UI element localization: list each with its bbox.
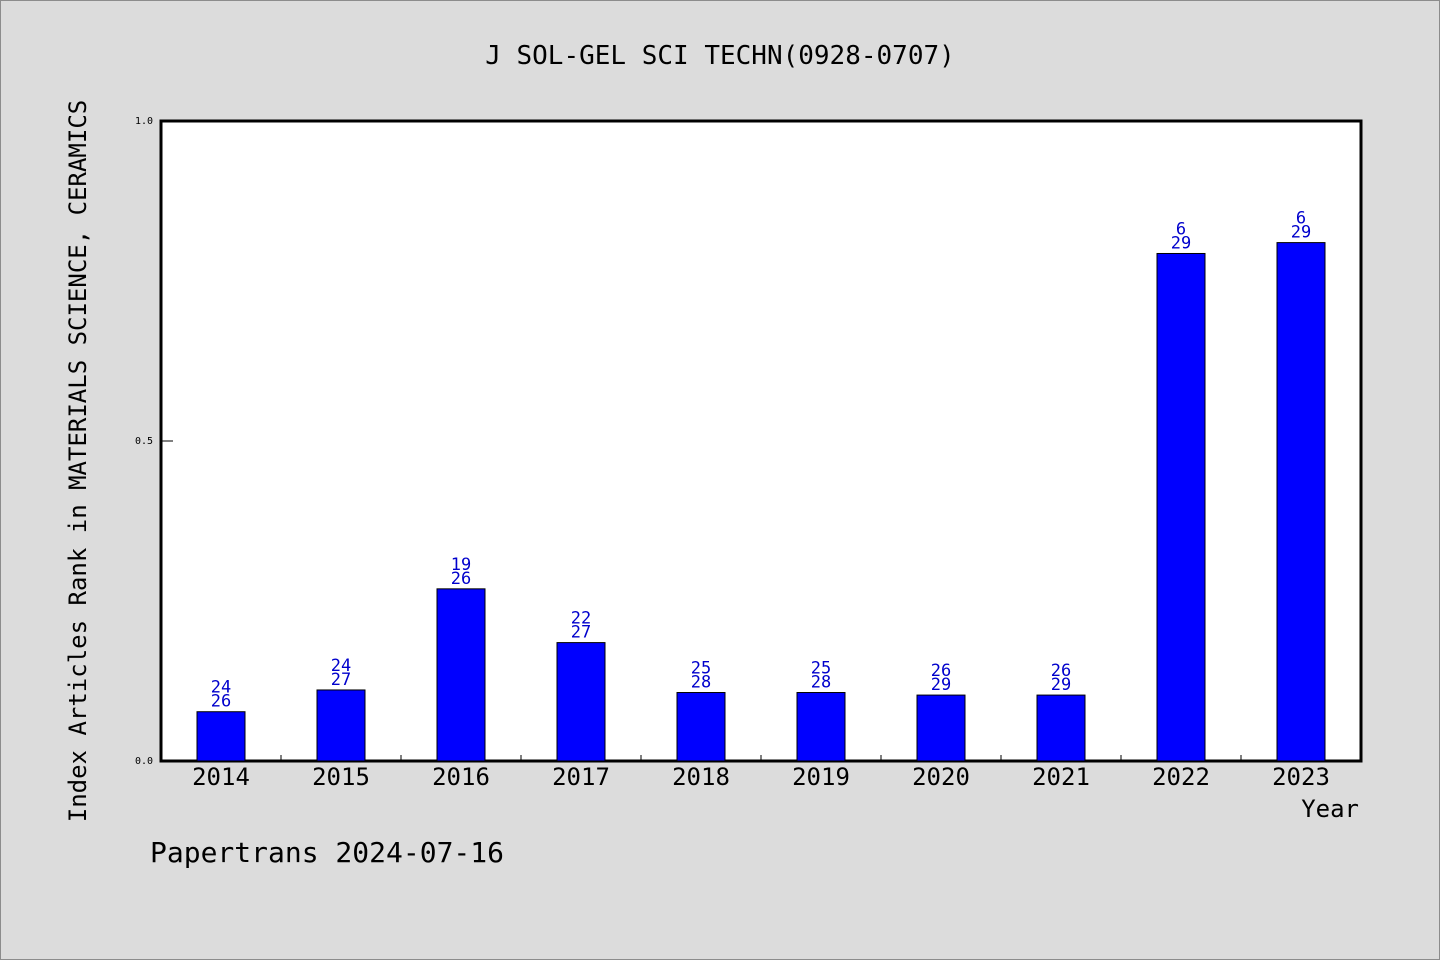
x-ticks: 2014 2015 2016 2017 2018 2019 2020 2021 2022 2023 [192,755,1330,791]
bar-label-bottom: 26 [451,569,471,589]
x-tick-label: 2022 [1152,763,1210,791]
bar-label-top: 26 [1051,661,1071,681]
y-tick-label: 0.0 [135,756,153,767]
x-tick-label: 2023 [1272,763,1330,791]
x-tick-label: 2015 [312,763,370,791]
bar-label-top: 26 [931,661,951,681]
bar-label-bottom: 26 [211,692,231,712]
bar-2020 [916,694,966,762]
bar-label-top: 24 [331,656,351,676]
y-tick-label: 1.0 [135,116,153,127]
bar-2017 [556,642,606,762]
bar-2021 [1036,694,1086,762]
bar-2015 [316,689,366,762]
bar-label-bottom: 29 [1291,223,1311,243]
bar-label-bottom: 29 [1051,675,1071,695]
bar-label-top: 22 [571,609,591,629]
bar-2023 [1276,242,1326,762]
bar-label-bottom: 29 [931,675,951,695]
footer-text: Papertrans 2024-07-16 [150,836,504,869]
bar-label-top: 6 [1296,209,1306,229]
bar-2014 [196,711,246,762]
x-tick-label: 2014 [192,763,250,791]
bar-label-bottom: 27 [571,623,591,643]
bar-label-bottom: 29 [1171,233,1191,253]
bar-label-top: 25 [691,659,711,679]
bars [196,242,1326,762]
x-tick-label: 2016 [432,763,490,791]
bar-2016 [436,588,486,762]
bar-label-top: 19 [451,555,471,575]
bar-2019 [796,692,846,762]
x-axis-label: Year [1301,795,1359,823]
y-axis-label: Index Articles Rank in MATERIALS SCIENCE… [64,100,92,822]
bar-label-top: 25 [811,659,831,679]
bar-2022 [1156,252,1206,762]
y-ticks: 0.0 0.5 1.0 [135,116,173,767]
bar-2018 [676,692,726,762]
x-tick-label: 2021 [1032,763,1090,791]
bar-label-bottom: 27 [331,670,351,690]
x-tick-label: 2019 [792,763,850,791]
chart-title: J SOL-GEL SCI TECHN(0928-0707) [485,41,955,71]
x-tick-label: 2018 [672,763,730,791]
x-tick-label: 2017 [552,763,610,791]
x-tick-label: 2020 [912,763,970,791]
bar-label-top: 24 [211,678,231,698]
bar-label-bottom: 28 [691,673,711,693]
bar-label-bottom: 28 [811,673,831,693]
bar-label-top: 6 [1176,219,1186,239]
y-tick-label: 0.5 [135,436,153,447]
